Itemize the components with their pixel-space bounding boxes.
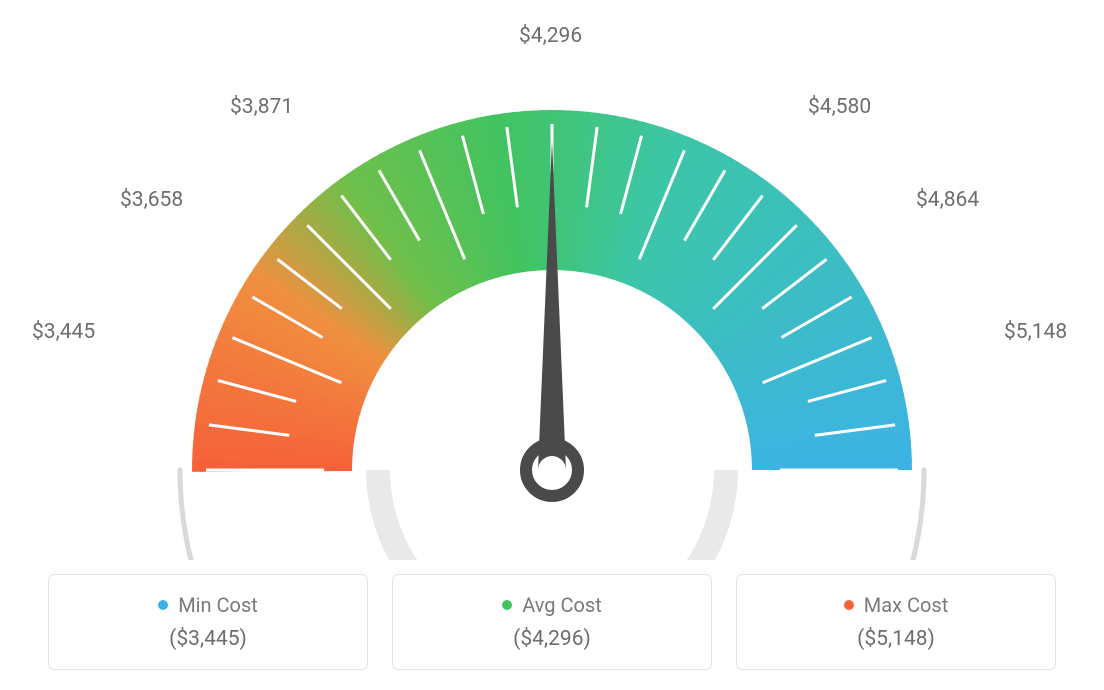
avg-dot-icon	[502, 600, 512, 610]
min-dot-icon	[158, 600, 168, 610]
max-cost-card: Max Cost ($5,148)	[736, 574, 1056, 670]
gauge-tick-label: $3,871	[230, 95, 293, 119]
min-cost-title: Min Cost	[178, 593, 258, 617]
min-cost-header: Min Cost	[158, 593, 258, 617]
summary-cards: Min Cost ($3,445) Avg Cost ($4,296) Max …	[48, 574, 1056, 670]
gauge-tick-label: $4,580	[808, 95, 871, 119]
max-cost-value: ($5,148)	[857, 627, 935, 651]
gauge-tick-label: $5,148	[1004, 320, 1067, 344]
max-dot-icon	[844, 600, 854, 610]
max-cost-header: Max Cost	[844, 593, 949, 617]
gauge-tick-label: $4,296	[519, 24, 582, 48]
gauge-tick-label: $3,658	[120, 188, 183, 212]
avg-cost-value: ($4,296)	[513, 627, 591, 651]
gauge-tick-label: $4,864	[916, 188, 979, 212]
avg-cost-header: Avg Cost	[502, 593, 602, 617]
avg-cost-card: Avg Cost ($4,296)	[392, 574, 712, 670]
gauge-chart: $3,445 $3,658 $3,871 $4,296 $4,580 $4,864 $5,1…	[0, 0, 1104, 560]
min-cost-value: ($3,445)	[169, 627, 247, 651]
gauge-tick-label: $3,445	[32, 320, 95, 344]
min-cost-card: Min Cost ($3,445)	[48, 574, 368, 670]
avg-cost-title: Avg Cost	[522, 593, 602, 617]
max-cost-title: Max Cost	[864, 593, 949, 617]
